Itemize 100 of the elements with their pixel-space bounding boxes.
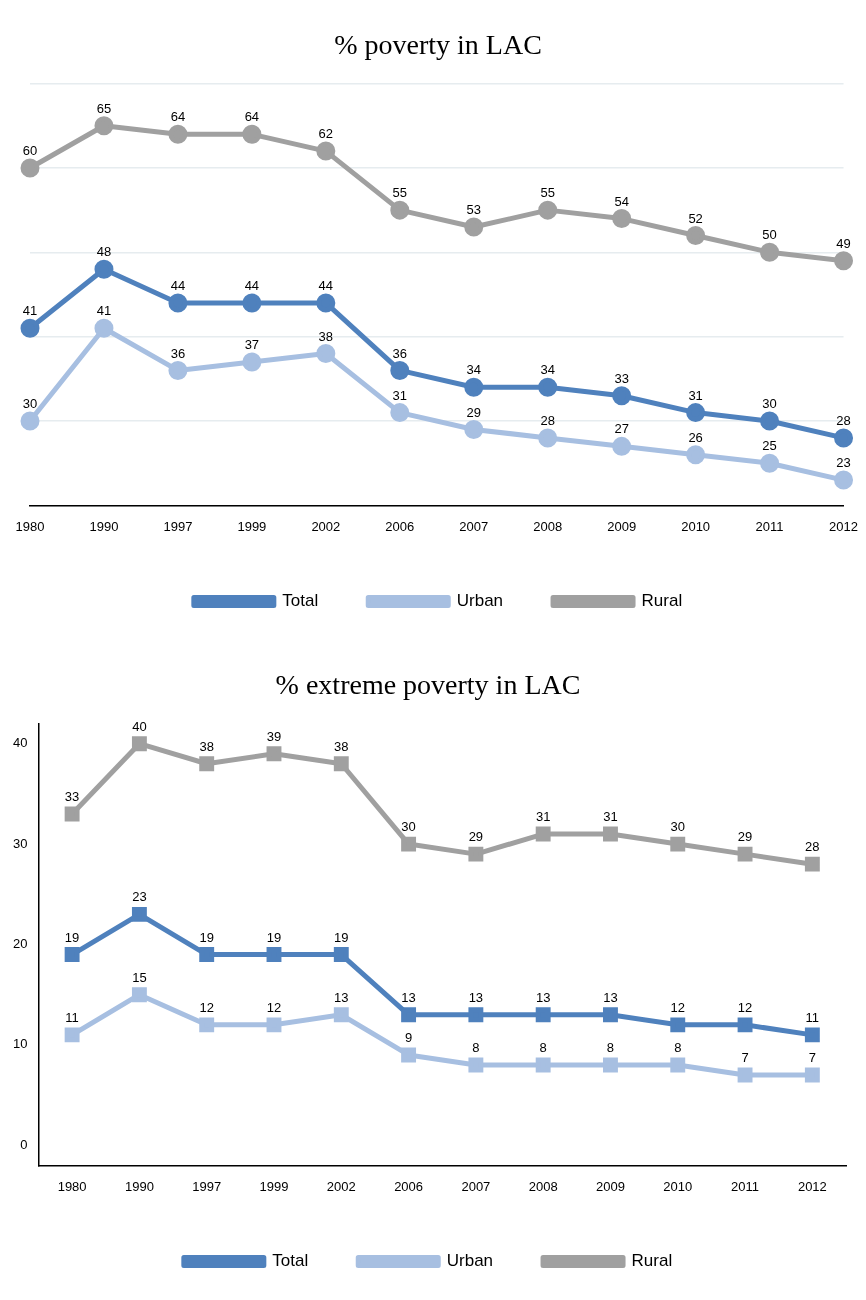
data-label: 8 bbox=[606, 1040, 615, 1056]
data-label: 65 bbox=[96, 100, 112, 116]
point bbox=[538, 377, 558, 397]
x-tick-label: 2012 bbox=[797, 1178, 827, 1194]
data-label: 8 bbox=[472, 1040, 480, 1056]
data-label: 55 bbox=[392, 185, 408, 201]
data-label: 55 bbox=[540, 185, 555, 201]
x-tick-label: 1997 bbox=[163, 518, 193, 534]
point bbox=[266, 947, 282, 962]
data-label: 44 bbox=[318, 278, 334, 294]
point bbox=[670, 836, 686, 852]
data-label: 36 bbox=[392, 345, 408, 361]
point bbox=[131, 906, 147, 922]
point bbox=[464, 419, 484, 439]
point bbox=[535, 1057, 551, 1073]
point bbox=[834, 251, 854, 271]
data-label: 40 bbox=[132, 718, 147, 734]
x-tick-label: 2006 bbox=[394, 1178, 424, 1194]
data-label: 28 bbox=[540, 412, 555, 428]
data-label: 28 bbox=[805, 839, 820, 855]
data-label: 31 bbox=[688, 387, 703, 403]
point bbox=[316, 141, 336, 161]
data-label: 19 bbox=[266, 929, 282, 945]
point bbox=[199, 1017, 215, 1033]
point bbox=[390, 360, 410, 380]
data-label: 8 bbox=[539, 1040, 547, 1056]
data-label: 11 bbox=[65, 1009, 79, 1025]
data-label: 30 bbox=[22, 396, 38, 412]
data-label: 25 bbox=[762, 438, 777, 454]
point bbox=[760, 411, 780, 431]
point bbox=[468, 1057, 484, 1073]
point bbox=[760, 453, 780, 473]
data-label: 31 bbox=[535, 809, 551, 825]
y-tick-label: 10 bbox=[12, 1036, 28, 1052]
x-tick-label: 1980 bbox=[15, 518, 45, 534]
data-label: 23 bbox=[132, 889, 147, 905]
data-label: 7 bbox=[741, 1050, 749, 1066]
data-label: 19 bbox=[334, 929, 349, 945]
point bbox=[401, 1047, 417, 1063]
point bbox=[804, 856, 820, 872]
x-tick-label: 2010 bbox=[681, 518, 711, 534]
point bbox=[199, 756, 215, 772]
point bbox=[603, 1057, 618, 1073]
legend-label: Urban bbox=[456, 591, 504, 611]
data-label: 64 bbox=[244, 109, 260, 125]
point bbox=[333, 947, 349, 962]
point bbox=[199, 947, 215, 962]
point bbox=[464, 377, 484, 397]
x-tick-label: 2011 bbox=[755, 518, 784, 534]
point bbox=[464, 217, 484, 237]
x-tick-label: 2007 bbox=[459, 518, 489, 534]
point bbox=[737, 1067, 753, 1083]
point bbox=[538, 428, 558, 448]
data-label: 38 bbox=[318, 328, 334, 344]
data-label: 31 bbox=[603, 809, 618, 825]
point bbox=[612, 386, 632, 406]
data-label: 29 bbox=[737, 829, 753, 845]
point bbox=[760, 242, 780, 262]
data-label: 8 bbox=[674, 1040, 682, 1056]
x-tick-label: 2009 bbox=[607, 518, 637, 534]
point bbox=[468, 846, 484, 862]
y-tick-label: 40 bbox=[12, 735, 28, 751]
legend-label: Total bbox=[282, 591, 319, 611]
data-label: 19 bbox=[64, 929, 80, 945]
x-tick-label: 2012 bbox=[829, 518, 858, 534]
point bbox=[390, 200, 410, 220]
data-label: 30 bbox=[762, 396, 777, 412]
point bbox=[686, 445, 706, 465]
data-label: 31 bbox=[392, 387, 408, 403]
data-label: 30 bbox=[401, 819, 416, 835]
point bbox=[538, 200, 558, 220]
point bbox=[390, 403, 410, 423]
data-label: 29 bbox=[468, 829, 484, 845]
point bbox=[834, 470, 854, 490]
point bbox=[603, 826, 618, 842]
x-tick-label: 2009 bbox=[596, 1178, 625, 1194]
x-tick-label: 1999 bbox=[259, 1178, 289, 1194]
data-label: 37 bbox=[244, 337, 260, 353]
data-label: 38 bbox=[199, 738, 214, 754]
data-label: 34 bbox=[466, 362, 481, 378]
point bbox=[131, 987, 147, 1003]
data-label: 13 bbox=[603, 989, 618, 1005]
x-tick-label: 1980 bbox=[57, 1178, 87, 1194]
data-label: 48 bbox=[96, 244, 112, 260]
data-label: 29 bbox=[466, 404, 481, 420]
x-tick-label: 2008 bbox=[533, 518, 563, 534]
point bbox=[804, 1067, 820, 1083]
point bbox=[316, 293, 336, 313]
x-tick-label: 1999 bbox=[237, 518, 267, 534]
data-label: 27 bbox=[614, 421, 629, 437]
point bbox=[94, 318, 114, 338]
data-label: 44 bbox=[244, 278, 260, 294]
point bbox=[686, 225, 706, 245]
data-label: 41 bbox=[96, 303, 112, 319]
point bbox=[535, 1007, 551, 1023]
point bbox=[804, 1027, 820, 1043]
point bbox=[168, 360, 188, 380]
y-tick-label: 30 bbox=[12, 835, 28, 851]
data-label: 13 bbox=[401, 989, 416, 1005]
data-label: 12 bbox=[737, 999, 753, 1015]
